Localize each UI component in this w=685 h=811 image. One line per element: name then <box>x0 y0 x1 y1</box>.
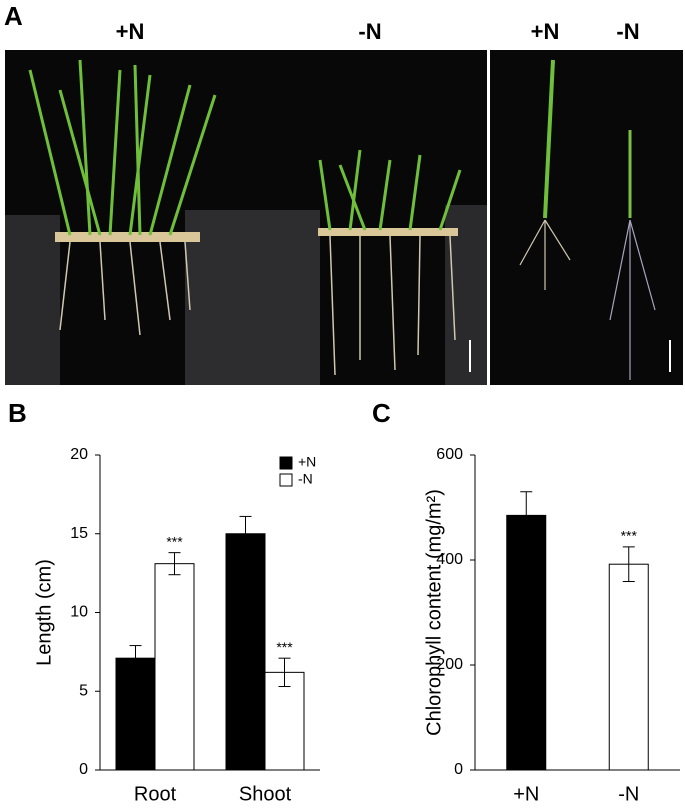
y-tick-label: 15 <box>70 525 88 542</box>
photo-label: +N <box>531 19 560 44</box>
photo-label: +N <box>116 19 145 44</box>
x-tick-label: Root <box>134 783 177 805</box>
error-bar <box>239 515 252 552</box>
y-tick-label: 600 <box>436 446 463 463</box>
panel-label: B <box>8 398 27 428</box>
x-tick-label: Shoot <box>239 783 292 805</box>
y-tick-label: 400 <box>436 551 463 568</box>
y-tick-label: 200 <box>436 656 463 673</box>
significance: *** <box>166 533 183 549</box>
significance: *** <box>621 528 638 544</box>
y-tick-label: 5 <box>79 682 88 699</box>
photo-right <box>490 50 683 385</box>
bar <box>264 671 305 771</box>
legend-swatch <box>279 473 293 487</box>
y-tick-label: 20 <box>70 446 88 463</box>
bar <box>115 657 156 771</box>
bar <box>154 563 195 771</box>
y-axis-label: Length (cm) <box>33 559 55 666</box>
y-tick-label: 0 <box>79 761 88 778</box>
significance: *** <box>276 639 293 655</box>
y-tick-label: 10 <box>70 604 88 621</box>
legend-swatch <box>279 456 293 470</box>
error-bar <box>129 645 142 672</box>
legend-label: -N <box>298 471 313 487</box>
error-bar <box>278 657 291 688</box>
bar <box>225 533 266 771</box>
x-tick-label: +N <box>513 783 539 805</box>
bar <box>608 563 649 771</box>
error-bar <box>168 552 181 576</box>
error-bar <box>622 546 635 583</box>
photo-label: -N <box>358 19 381 44</box>
legend-label: +N <box>298 454 316 470</box>
photo-left <box>5 50 487 385</box>
y-tick-label: 0 <box>454 761 463 778</box>
y-axis-label: Chlorophyll content (mg/m²) <box>423 489 445 736</box>
panel-label: C <box>372 398 391 428</box>
error-bar <box>520 491 533 540</box>
bar <box>506 514 547 771</box>
photo-label: -N <box>616 19 639 44</box>
panel-label: A <box>4 1 23 31</box>
x-tick-label: -N <box>618 783 639 805</box>
